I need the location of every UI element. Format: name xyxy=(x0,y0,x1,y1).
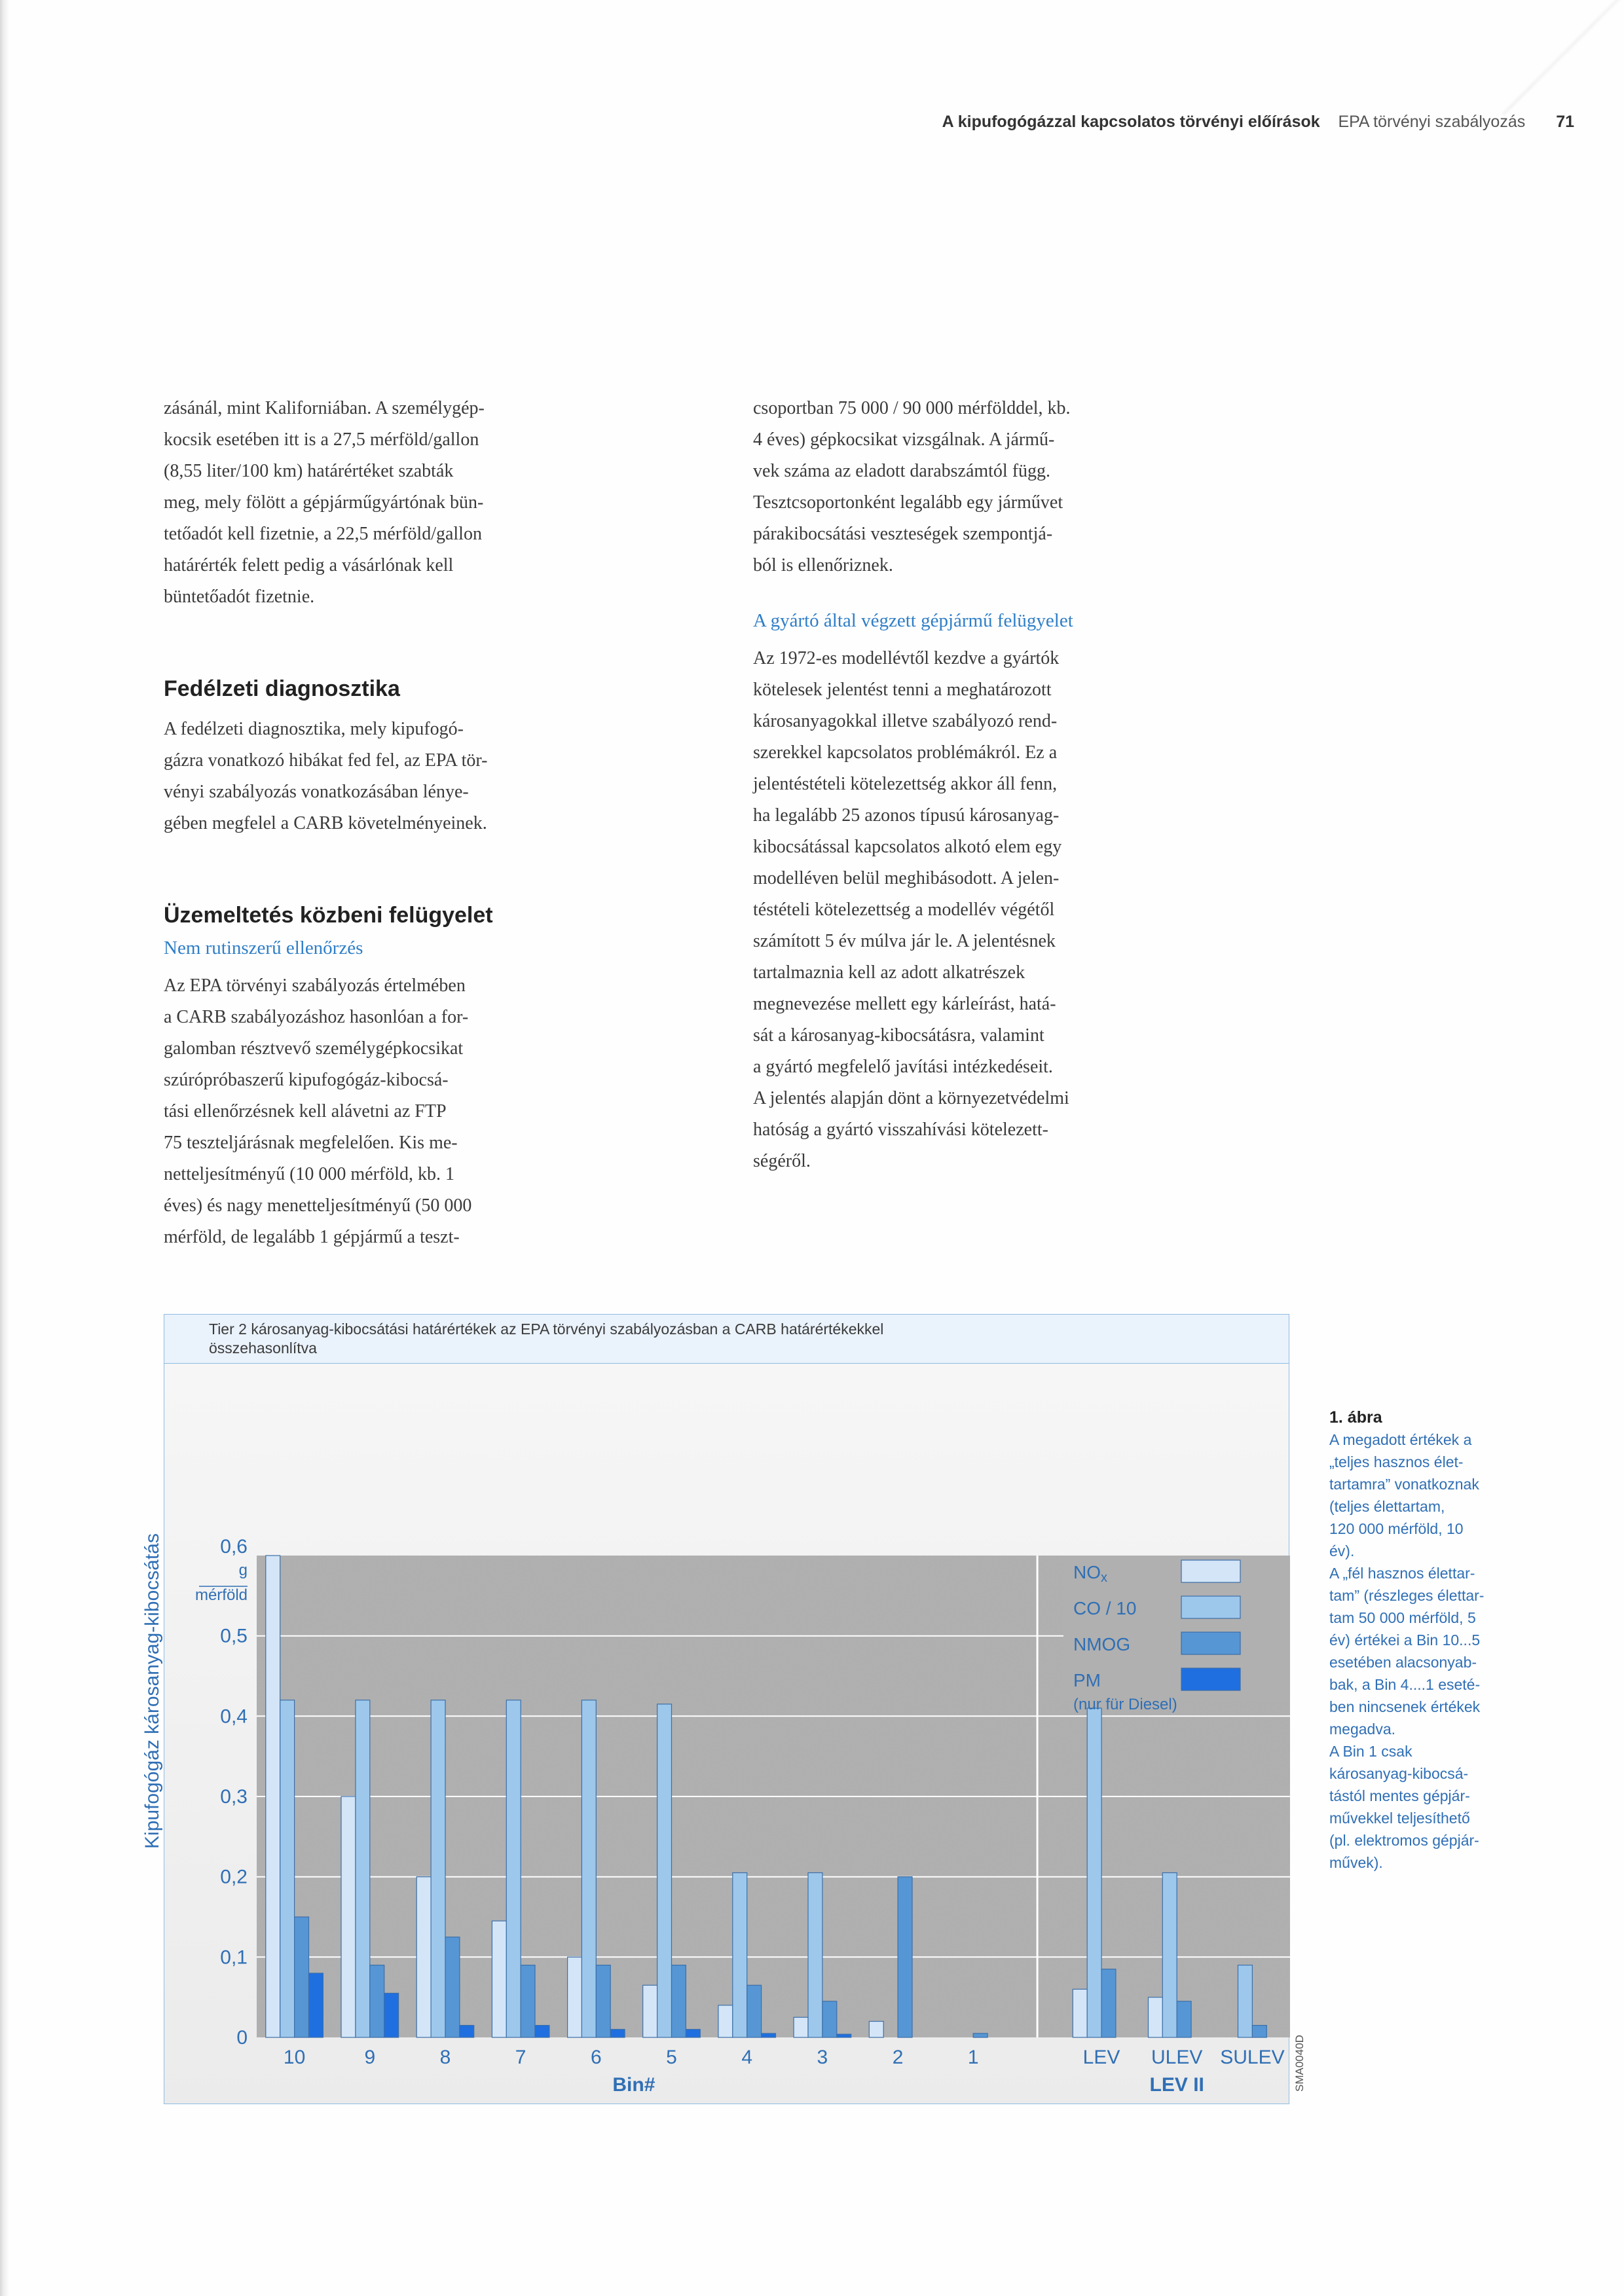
svg-text:ULEV: ULEV xyxy=(1151,2047,1202,2068)
svg-text:6: 6 xyxy=(591,2047,602,2068)
svg-text:3: 3 xyxy=(817,2047,828,2068)
svg-text:LEV II: LEV II xyxy=(1150,2074,1204,2096)
svg-text:0,4: 0,4 xyxy=(220,1705,248,1727)
svg-text:9: 9 xyxy=(364,2047,375,2068)
svg-text:SULEV: SULEV xyxy=(1220,2047,1284,2068)
svg-text:7: 7 xyxy=(515,2047,526,2068)
svg-text:0,5: 0,5 xyxy=(220,1626,248,1647)
svg-text:5: 5 xyxy=(666,2047,677,2068)
svg-text:0,6: 0,6 xyxy=(220,1536,248,1558)
svg-text:0,1: 0,1 xyxy=(220,1946,248,1968)
svg-text:CO / 10: CO / 10 xyxy=(1073,1598,1136,1618)
svg-text:Bin#: Bin# xyxy=(612,2074,655,2096)
svg-text:g: g xyxy=(239,1561,248,1579)
svg-text:NMOG: NMOG xyxy=(1073,1634,1130,1654)
svg-text:PM: PM xyxy=(1073,1670,1101,1690)
svg-text:1: 1 xyxy=(968,2047,979,2068)
svg-text:2: 2 xyxy=(893,2047,904,2068)
svg-text:10: 10 xyxy=(284,2047,305,2068)
svg-text:4: 4 xyxy=(741,2047,752,2068)
svg-text:mérföld: mérföld xyxy=(195,1586,248,1604)
svg-text:8: 8 xyxy=(440,2047,451,2068)
svg-text:0,3: 0,3 xyxy=(220,1786,248,1808)
svg-text:LEV: LEV xyxy=(1083,2047,1120,2068)
svg-text:0,2: 0,2 xyxy=(220,1867,248,1888)
svg-text:(nur für Diesel): (nur für Diesel) xyxy=(1073,1696,1177,1713)
svg-text:0: 0 xyxy=(236,2027,248,2049)
